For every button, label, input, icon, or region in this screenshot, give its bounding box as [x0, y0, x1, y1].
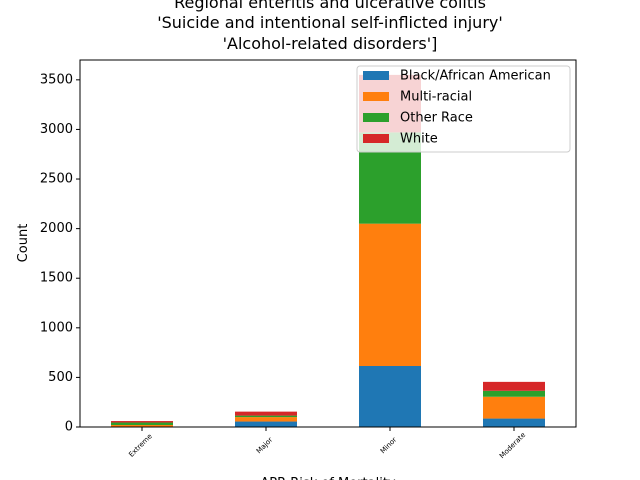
chart-title: 'Alcohol-related disorders']	[223, 34, 438, 53]
y-tick-label: 1500	[40, 271, 73, 286]
legend-swatch	[363, 113, 389, 122]
bar-segment	[111, 425, 173, 427]
y-tick-label: 0	[65, 420, 73, 435]
bar-segment	[359, 365, 421, 427]
y-tick-label: 2500	[40, 172, 73, 187]
bar-segment	[235, 421, 297, 427]
legend-swatch	[363, 71, 389, 80]
bar-segment	[111, 421, 173, 423]
legend-label: Multi-racial	[400, 90, 472, 105]
y-tick-label: 3000	[40, 122, 73, 137]
y-tick-label: 1000	[40, 320, 73, 335]
y-tick-label: 500	[48, 370, 73, 385]
bar-segment	[483, 396, 545, 419]
x-tick-label: Major	[255, 436, 274, 455]
legend-box	[356, 65, 571, 153]
x-axis-label: APR Risk of Mortality	[260, 476, 396, 480]
y-tick-label: 3500	[40, 72, 73, 87]
legend-swatch	[363, 134, 389, 143]
chart-title: Regional enteritis and ulcerative coliti…	[174, 0, 486, 12]
bar-segment	[235, 417, 297, 422]
plot-frame	[79, 59, 577, 428]
bar-segment	[235, 415, 297, 418]
legend-label: White	[400, 132, 438, 147]
x-tick-label: Moderate	[498, 431, 527, 460]
legend-label: Black/African American	[400, 69, 551, 84]
bar-segment	[483, 418, 545, 427]
legend-label: Other Race	[400, 111, 473, 126]
y-tick-label: 2000	[40, 221, 73, 236]
x-tick-label: Minor	[379, 436, 399, 456]
bar-segment	[483, 381, 545, 391]
chart-title: 'Suicide and intentional self-inflicted …	[157, 13, 503, 32]
bar-segment	[359, 223, 421, 366]
legend-swatch	[363, 92, 389, 101]
bar-segment	[235, 411, 297, 416]
x-tick-label: Extreme	[127, 432, 153, 458]
y-axis-label: Count	[16, 224, 31, 263]
bar-segment	[483, 390, 545, 397]
bar-segment	[111, 422, 173, 426]
